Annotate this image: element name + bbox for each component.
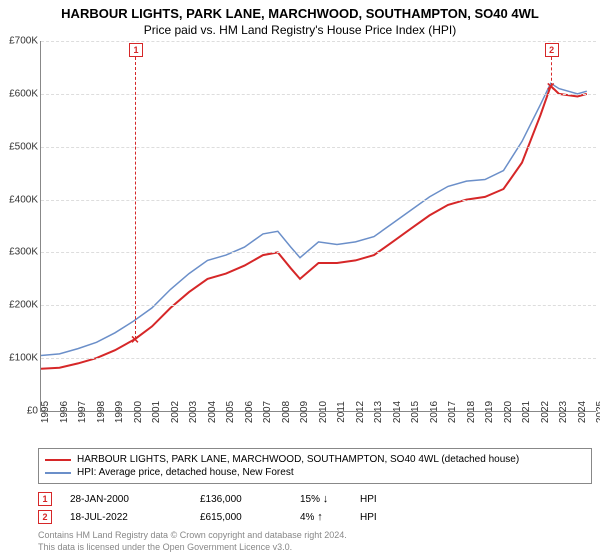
chart-title: HARBOUR LIGHTS, PARK LANE, MARCHWOOD, SO… bbox=[0, 0, 600, 21]
sale-diff-pct: 4% bbox=[300, 512, 317, 523]
x-tick-label: 1997 bbox=[77, 401, 88, 423]
sale-row: 218-JUL-2022£615,0004% ↑HPI bbox=[38, 508, 592, 526]
x-tick-label: 2010 bbox=[318, 401, 329, 423]
x-tick-label: 2011 bbox=[336, 401, 347, 423]
arrow-down-icon: ↓ bbox=[323, 493, 329, 505]
y-tick-label: £700K bbox=[9, 36, 38, 47]
gridline bbox=[41, 200, 596, 201]
x-tick-label: 2002 bbox=[170, 401, 181, 423]
footer-line-2: This data is licensed under the Open Gov… bbox=[38, 542, 592, 554]
sale-diff-label: HPI bbox=[360, 512, 377, 523]
x-tick-label: 2009 bbox=[299, 401, 310, 423]
gridline bbox=[41, 147, 596, 148]
sale-diff-pct: 15% bbox=[300, 494, 323, 505]
x-tick-label: 1998 bbox=[96, 401, 107, 423]
sale-diff: 15% ↓ bbox=[300, 493, 360, 505]
legend-row: HPI: Average price, detached house, New … bbox=[45, 466, 585, 479]
x-tick-label: 2021 bbox=[521, 401, 532, 423]
x-tick-label: 2004 bbox=[207, 401, 218, 423]
gridline bbox=[41, 305, 596, 306]
x-tick-label: 2016 bbox=[429, 401, 440, 423]
arrow-up-icon: ↑ bbox=[317, 511, 323, 523]
y-tick-label: £400K bbox=[9, 194, 38, 205]
sale-price: £615,000 bbox=[200, 512, 300, 523]
y-tick-label: £600K bbox=[9, 88, 38, 99]
chart-subtitle: Price paid vs. HM Land Registry's House … bbox=[0, 21, 600, 41]
sale-row-marker: 2 bbox=[38, 510, 52, 524]
x-tick-label: 2006 bbox=[244, 401, 255, 423]
plot-area: 1 × 2 × bbox=[40, 41, 596, 412]
sale-marker-cross-icon: × bbox=[547, 78, 555, 94]
legend-swatch bbox=[45, 459, 71, 461]
x-tick-label: 1999 bbox=[114, 401, 125, 423]
x-tick-label: 2007 bbox=[262, 401, 273, 423]
x-tick-label: 2001 bbox=[151, 401, 162, 423]
legend-label: HARBOUR LIGHTS, PARK LANE, MARCHWOOD, SO… bbox=[77, 454, 519, 465]
sale-price: £136,000 bbox=[200, 494, 300, 505]
x-tick-label: 2017 bbox=[447, 401, 458, 423]
x-tick-label: 2020 bbox=[503, 401, 514, 423]
sale-marker-cross-icon: × bbox=[131, 331, 139, 347]
attribution-footer: Contains HM Land Registry data © Crown c… bbox=[38, 530, 592, 553]
sale-date: 18-JUL-2022 bbox=[70, 512, 200, 523]
x-tick-label: 2012 bbox=[355, 401, 366, 423]
sale-row: 128-JAN-2000£136,00015% ↓HPI bbox=[38, 490, 592, 508]
legend-swatch bbox=[45, 472, 71, 474]
sale-row-marker: 1 bbox=[38, 492, 52, 506]
sale-marker-stem bbox=[135, 57, 136, 339]
x-tick-label: 2019 bbox=[484, 401, 495, 423]
x-axis: 1995199619971998199920002001200220032004… bbox=[40, 412, 595, 442]
gridline bbox=[41, 41, 596, 42]
y-tick-label: £100K bbox=[9, 353, 38, 364]
legend-section: HARBOUR LIGHTS, PARK LANE, MARCHWOOD, SO… bbox=[38, 448, 592, 553]
y-tick-label: £200K bbox=[9, 300, 38, 311]
footer-line-1: Contains HM Land Registry data © Crown c… bbox=[38, 530, 592, 542]
legend-row: HARBOUR LIGHTS, PARK LANE, MARCHWOOD, SO… bbox=[45, 453, 585, 466]
x-tick-label: 2018 bbox=[466, 401, 477, 423]
x-tick-label: 1995 bbox=[40, 401, 51, 423]
legend-label: HPI: Average price, detached house, New … bbox=[77, 467, 294, 478]
x-tick-label: 2023 bbox=[558, 401, 569, 423]
gridline bbox=[41, 252, 596, 253]
x-tick-label: 1996 bbox=[59, 401, 70, 423]
y-axis: £0£100K£200K£300K£400K£500K£600K£700K bbox=[0, 41, 40, 411]
sale-diff-label: HPI bbox=[360, 494, 377, 505]
sale-marker-box: 1 bbox=[129, 43, 143, 57]
sale-marker-box: 2 bbox=[545, 43, 559, 57]
sale-diff: 4% ↑ bbox=[300, 511, 360, 523]
x-tick-label: 2022 bbox=[540, 401, 551, 423]
x-tick-label: 2000 bbox=[133, 401, 144, 423]
x-tick-label: 2014 bbox=[392, 401, 403, 423]
sales-table: 128-JAN-2000£136,00015% ↓HPI218-JUL-2022… bbox=[38, 490, 592, 526]
gridline bbox=[41, 358, 596, 359]
gridline bbox=[41, 94, 596, 95]
legend-box: HARBOUR LIGHTS, PARK LANE, MARCHWOOD, SO… bbox=[38, 448, 592, 484]
x-tick-label: 2024 bbox=[577, 401, 588, 423]
series-property bbox=[41, 86, 587, 369]
sale-date: 28-JAN-2000 bbox=[70, 494, 200, 505]
x-tick-label: 2015 bbox=[410, 401, 421, 423]
line-svg bbox=[41, 41, 596, 411]
series-hpi bbox=[41, 83, 587, 355]
y-tick-label: £300K bbox=[9, 247, 38, 258]
x-tick-label: 2008 bbox=[281, 401, 292, 423]
x-tick-label: 2003 bbox=[188, 401, 199, 423]
y-tick-label: £0 bbox=[27, 406, 38, 417]
chart-container: HARBOUR LIGHTS, PARK LANE, MARCHWOOD, SO… bbox=[0, 0, 600, 560]
x-tick-label: 2005 bbox=[225, 401, 236, 423]
y-tick-label: £500K bbox=[9, 141, 38, 152]
x-tick-label: 2025 bbox=[595, 401, 600, 423]
x-tick-label: 2013 bbox=[373, 401, 384, 423]
chart-area: £0£100K£200K£300K£400K£500K£600K£700K 1×… bbox=[40, 41, 600, 411]
